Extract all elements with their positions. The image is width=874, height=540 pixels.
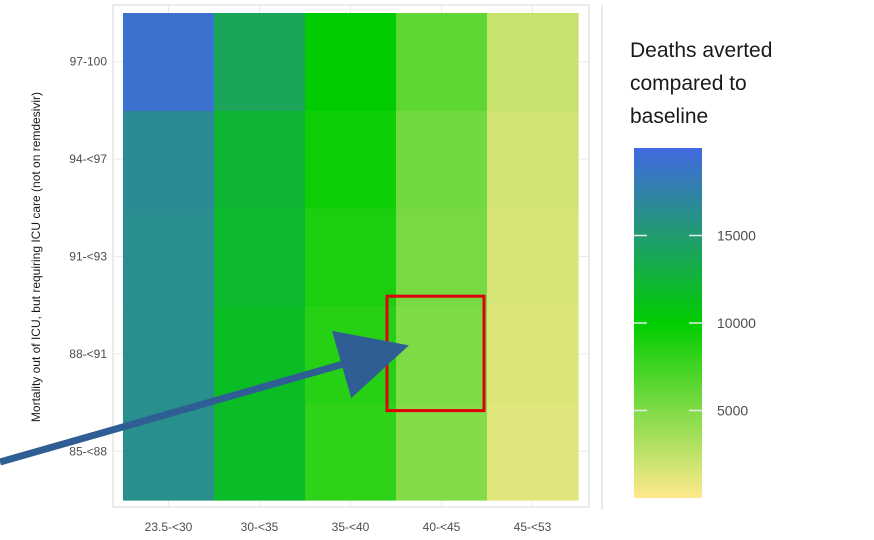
heatmap-cell xyxy=(305,305,397,404)
legend: Deaths averted compared to baseline 5000… xyxy=(630,39,772,498)
y-tick-label: 85-<88 xyxy=(69,444,107,458)
legend-tick-label: 15000 xyxy=(717,228,756,244)
legend-tick-label: 10000 xyxy=(717,315,756,331)
legend-ticks: 5000 10000 15000 xyxy=(634,228,756,419)
heatmap-cell xyxy=(214,402,306,501)
x-tick-labels: 23.5-<30 30-<35 35-<40 40-<45 45-<53 xyxy=(145,520,552,534)
heatmap-cell xyxy=(487,110,579,209)
y-axis-title: Mortality out of ICU, but requiring ICU … xyxy=(29,92,43,422)
x-tick-label: 30-<35 xyxy=(241,520,279,534)
x-tick-label: 45-<53 xyxy=(514,520,552,534)
heatmap-cell xyxy=(123,110,215,209)
heatmap-cell xyxy=(487,402,579,501)
pointer-arrow xyxy=(0,330,409,466)
legend-title-line-1: Deaths averted xyxy=(630,39,772,62)
legend-tick-label: 5000 xyxy=(717,403,748,419)
heatmap-cell xyxy=(487,305,579,404)
heatmap-cell xyxy=(305,402,397,501)
heatmap-cell xyxy=(123,305,215,404)
x-tick-label: 23.5-<30 xyxy=(145,520,193,534)
heatmap-cell xyxy=(123,207,215,306)
y-tick-labels: 85-<88 88-<91 91-<93 94-<97 97-100 xyxy=(69,55,107,459)
heatmap-cell xyxy=(487,207,579,306)
heatmap-cell xyxy=(214,110,306,209)
heatmap-cell xyxy=(214,207,306,306)
heatmap-cell xyxy=(396,402,488,501)
legend-title-line-3: baseline xyxy=(630,105,708,128)
heatmap-cell xyxy=(396,110,488,209)
heatmap-cell xyxy=(396,207,488,306)
y-tick-label: 94-<97 xyxy=(69,152,107,166)
x-tick-label: 40-<45 xyxy=(423,520,461,534)
heatmap-cell xyxy=(305,110,397,209)
y-tick-label: 88-<91 xyxy=(69,347,107,361)
heatmap-cell xyxy=(305,207,397,306)
heatmap-cell xyxy=(214,13,306,111)
heatmap-cells xyxy=(123,13,579,501)
y-tick-label: 91-<93 xyxy=(69,250,107,264)
legend-title-line-2: compared to xyxy=(630,72,747,95)
heatmap-cell xyxy=(305,13,397,111)
x-tick-label: 35-<40 xyxy=(332,520,370,534)
y-tick-label: 97-100 xyxy=(70,55,108,69)
heatmap-cell xyxy=(396,305,488,404)
heatmap-cell xyxy=(487,13,579,111)
heatmap-cell xyxy=(396,13,488,111)
heatmap-cell xyxy=(123,13,215,111)
